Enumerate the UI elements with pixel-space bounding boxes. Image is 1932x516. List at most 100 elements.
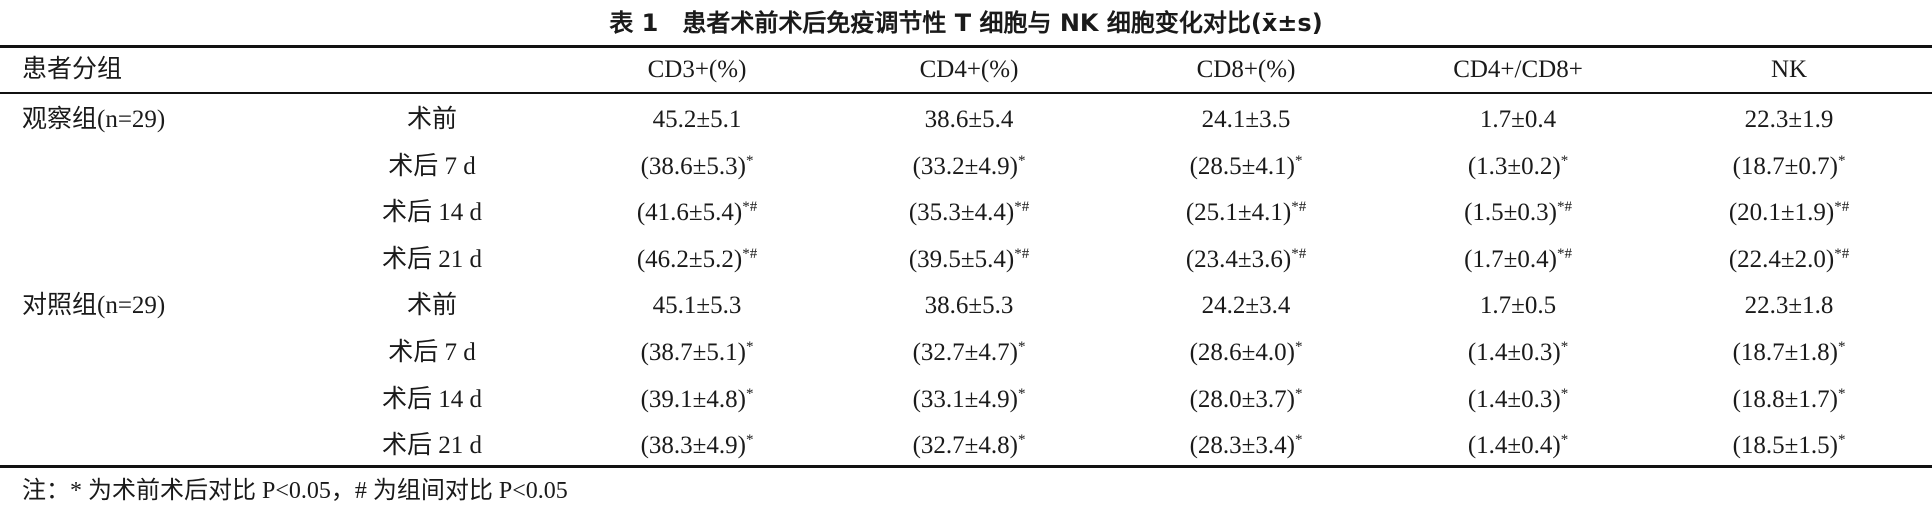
significance-mark: * [1560,432,1569,449]
significance-mark: * [745,339,754,355]
significance-mark: * [745,152,754,169]
cell: (38.7±5.1)* [641,338,754,368]
footnote: 注：* 为术前术后对比 P<0.05，# 为组间对比 P<0.05 [22,478,568,504]
column-header: CD4+(%) [919,56,1019,83]
column-header: CD4+/CD8+ [1453,56,1583,83]
column-header: CD3+(%) [647,56,747,83]
cell-value: (28.6±4.0) [1189,339,1295,366]
cell-value: (1.4±0.3) [1467,385,1561,413]
cell: (18.5±1.5)* [1733,431,1846,461]
significance-mark: * [1837,385,1846,402]
cell: (33.2±4.9)* [913,152,1026,182]
cell: (20.1±1.9)*# [1729,198,1849,228]
significance-mark: *# [1834,245,1850,262]
significance-mark: * [1560,339,1569,355]
cell: 24.1±3.5 [1201,106,1291,133]
cell-value: (33.2±4.9) [912,152,1018,180]
bottom-rule [0,465,1932,468]
cell: 45.2±5.1 [652,106,742,133]
cell: (46.2±5.2)*# [637,245,757,275]
cell-value: (1.4±0.4) [1467,432,1561,460]
column-header: CD8+(%) [1196,56,1296,83]
time-label: 术后 14 d [381,385,483,413]
cell: (1.3±0.2)* [1468,152,1568,182]
group-label: 观察组(n=29) [22,106,166,133]
cell-value: (1.5±0.3) [1464,199,1557,227]
cell-value: (32.7±4.7) [912,339,1018,366]
significance-mark: * [1294,432,1303,449]
cell-value: (28.5±4.1) [1189,152,1295,180]
cell: (41.6±5.4)*# [637,198,757,228]
cell: (18.8±1.7)* [1733,385,1846,415]
cell: 1.7±0.4 [1479,106,1557,133]
cell-value: (1.7±0.4) [1464,245,1557,273]
significance-mark: * [1837,432,1846,449]
significance-mark: * [1837,152,1846,169]
significance-mark: * [1017,385,1026,402]
cell: 22.3±1.8 [1744,292,1834,320]
cell: (1.7±0.4)*# [1464,245,1572,275]
significance-mark: *# [742,199,758,216]
significance-mark: * [745,385,754,402]
cell: 24.2±3.4 [1201,292,1291,320]
time-label: 术后 21 d [381,432,483,460]
cell-value: (1.4±0.3) [1467,339,1561,366]
table-title: 表 1 患者术前术后免疫调节性 T 细胞与 NK 细胞变化对比(x̄±s) [609,9,1323,37]
cell: (38.6±5.3)* [641,152,754,182]
significance-mark: * [1294,339,1303,355]
cell: (39.5±5.4)*# [909,245,1029,275]
significance-mark: *# [1834,199,1850,216]
cell-value: (39.5±5.4) [908,245,1015,273]
significance-mark: * [1017,339,1026,355]
cell-value: (20.1±1.9) [1728,199,1835,227]
cell-value: (46.2±5.2) [636,245,743,273]
cell: (28.0±3.7)* [1190,385,1303,415]
cell-value: (22.4±2.0) [1728,245,1835,273]
header-rule [0,92,1932,94]
cell-value: (18.7±0.7) [1732,152,1838,180]
significance-mark: * [1560,152,1569,169]
cell-value: (18.5±1.5) [1732,432,1838,460]
cell: (22.4±2.0)*# [1729,245,1849,275]
cell-value: (38.3±4.9) [640,432,746,460]
top-rule [0,45,1932,48]
cell: 45.1±5.3 [652,292,742,320]
time-label: 术后 14 d [381,199,483,227]
cell: (38.3±4.9)* [641,431,754,461]
cell-value: (1.3±0.2) [1467,152,1561,180]
column-header: NK [1770,56,1808,83]
cell-value: (28.0±3.7) [1189,385,1295,413]
group-label: 对照组(n=29) [22,292,166,320]
time-label: 术后 21 d [381,245,483,273]
cell-value: (25.1±4.1) [1185,199,1292,227]
significance-mark: * [1294,152,1303,169]
significance-mark: * [1560,385,1569,402]
cell: (1.4±0.3)* [1468,385,1568,415]
significance-mark: * [1294,385,1303,402]
cell: 22.3±1.9 [1744,106,1834,133]
cell: (1.5±0.3)*# [1464,198,1572,228]
cell-value: (28.3±3.4) [1189,432,1295,460]
cell: (25.1±4.1)*# [1186,198,1306,228]
significance-mark: *# [1291,245,1307,262]
time-label: 术后 7 d [388,339,476,366]
cell: 38.6±5.4 [924,106,1014,133]
time-label: 术前 [406,292,458,320]
cell: (28.6±4.0)* [1190,338,1303,368]
time-label: 术后 7 d [388,152,476,180]
significance-mark: *# [1291,199,1307,216]
significance-mark: * [745,432,754,449]
cell: (32.7±4.8)* [913,431,1026,461]
cell-value: (41.6±5.4) [636,199,743,227]
cell-value: (18.8±1.7) [1732,385,1838,413]
cell-value: (18.7±1.8) [1732,339,1838,366]
cell: (32.7±4.7)* [913,338,1026,368]
cell-value: (35.3±4.4) [908,199,1015,227]
cell: (18.7±0.7)* [1733,152,1846,182]
cell: 1.7±0.5 [1479,292,1557,320]
significance-mark: *# [1014,199,1030,216]
cell-value: (33.1±4.9) [912,385,1018,413]
cell: (1.4±0.3)* [1468,338,1568,368]
significance-mark: *# [1014,245,1030,262]
cell-value: (32.7±4.8) [912,432,1018,460]
